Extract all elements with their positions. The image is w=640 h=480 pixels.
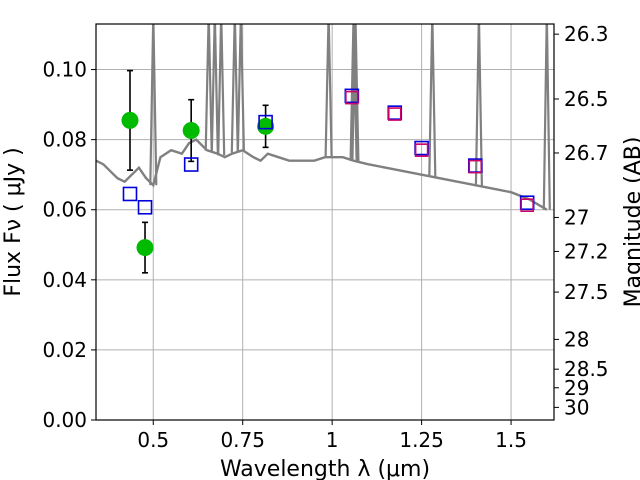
y-tick-label: 0.10 — [42, 58, 87, 82]
emission-line-spike — [230, 24, 239, 153]
y-tick-label: 0.00 — [42, 408, 87, 432]
emission-line-spike — [324, 24, 333, 158]
right-tick-label: 27.5 — [564, 280, 609, 304]
emission-line-spike — [474, 24, 483, 186]
model-photometry-point — [137, 199, 153, 215]
observed-point — [136, 239, 154, 257]
right-tick-label: 27 — [564, 205, 589, 229]
y-tick-label: 0.02 — [42, 338, 87, 362]
y-tick-label: 0.06 — [42, 198, 87, 222]
grid-layer — [96, 24, 554, 421]
observed-point — [257, 117, 275, 135]
secondary-photometry-point — [387, 107, 402, 121]
x-tick-label: 1 — [326, 428, 339, 452]
right-tick-label: 27.2 — [564, 239, 609, 263]
emission-line-spike — [542, 24, 551, 210]
emission-line-spike — [236, 24, 245, 151]
x-tick-label: 0.5 — [137, 428, 169, 452]
right-tick-label: 28.5 — [564, 357, 609, 381]
emission-line-spike — [149, 24, 158, 186]
right-axis-label: Magnitude (AB) — [621, 137, 640, 308]
tick-labels-layer: 0.5 0.75 1 1.25 1.5 0.00 0.02 0.04 0.06 0.08 0.10 2… — [42, 22, 608, 452]
observed-point — [182, 122, 200, 140]
right-tick-label: 26.3 — [564, 22, 609, 46]
emission-line-spike — [428, 24, 437, 177]
emission-line-spike — [217, 24, 226, 156]
x-axis-label: Wavelength λ (μm) — [220, 457, 430, 480]
right-tick-label: 26.5 — [564, 87, 609, 111]
secondary-photometry-point — [468, 159, 483, 174]
right-tick-label: 28 — [564, 327, 589, 351]
observed-point — [121, 111, 139, 129]
emission-line-spike — [349, 24, 358, 161]
right-tick-label: 26.7 — [564, 141, 609, 165]
model-photometry-point — [122, 186, 138, 202]
model-spectrum-line — [96, 138, 548, 211]
right-tick-label: 29 — [564, 376, 589, 400]
y-axis-label: Flux Fν ( μJy ) — [1, 147, 26, 296]
secondary-photometry-point — [520, 198, 534, 212]
plot-frame — [95, 23, 555, 421]
secondary-photometry-point — [414, 143, 429, 157]
secondary-photometry-point — [345, 90, 359, 105]
x-tick-label: 1.5 — [495, 428, 527, 452]
y-tick-label: 0.08 — [42, 128, 87, 152]
photometry-points-layer — [121, 69, 535, 274]
y-tick-label: 0.04 — [42, 268, 87, 292]
emission-line-spike — [210, 24, 219, 153]
model-photometry-point — [258, 114, 273, 130]
emission-line-spike — [351, 24, 360, 162]
model-spectrum-layer — [96, 24, 551, 211]
emission-line-spike — [204, 24, 213, 151]
right-tick-label: 30 — [564, 395, 589, 419]
x-tick-label: 1.25 — [399, 428, 444, 452]
model-photometry-point — [183, 157, 199, 172]
x-tick-label: 0.75 — [220, 428, 265, 452]
